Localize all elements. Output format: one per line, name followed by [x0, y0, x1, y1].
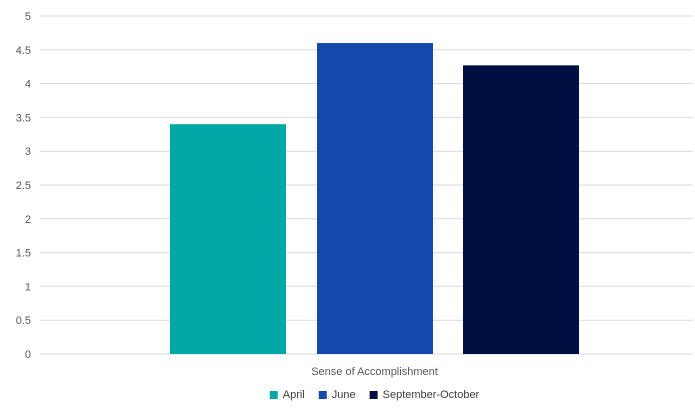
y-tick-label: 2.5 [16, 180, 31, 192]
legend-label: April [283, 389, 305, 401]
x-axis-categories: Sense of Accomplishment [311, 366, 438, 378]
y-tick-label: 4.5 [16, 45, 31, 57]
legend-label: June [332, 389, 356, 401]
legend-label: September-October [383, 389, 480, 401]
legend-swatch [269, 391, 278, 399]
bar-june [317, 43, 433, 354]
y-tick-label: 1 [25, 281, 31, 293]
y-tick-label: 0 [25, 349, 31, 361]
y-tick-label: 0.5 [16, 315, 31, 327]
y-tick-label: 1.5 [16, 248, 31, 260]
legend-item-september-october: September-October [369, 389, 480, 401]
x-category-label: Sense of Accomplishment [311, 366, 438, 378]
y-tick-label: 3.5 [16, 112, 31, 124]
legend-item-april: April [269, 389, 305, 401]
legend-item-june: June [318, 389, 356, 401]
bar-september-october [463, 65, 579, 355]
legend-swatch [369, 391, 378, 399]
bar-april [170, 124, 286, 354]
y-tick-label: 5 [25, 11, 31, 23]
y-axis-ticks: 0 0.5 1 1.5 2 2.5 3 3.5 4 4.5 5 [16, 11, 31, 361]
legend: April June September-October [269, 389, 480, 401]
y-tick-label: 2 [25, 214, 31, 226]
bars [170, 43, 579, 355]
y-tick-label: 4 [25, 79, 31, 91]
y-tick-label: 3 [25, 146, 31, 158]
legend-swatch [318, 391, 327, 399]
